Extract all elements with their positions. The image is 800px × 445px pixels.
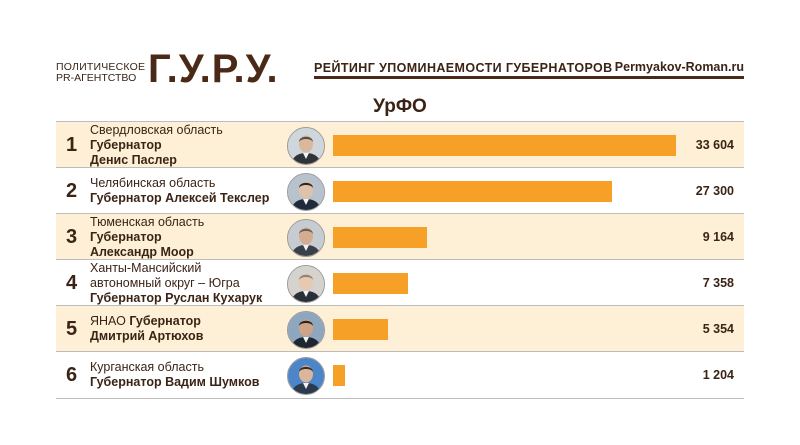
info-text: Губернатор [90, 137, 162, 152]
table-row: 4 Ханты-Мансийский автономный округ – Югра… [56, 259, 744, 306]
logo: Г.У.Р.У. [148, 47, 279, 91]
governor-info-line: Челябинская область [90, 176, 280, 191]
governor-info-line: Денис Паслер [90, 153, 280, 168]
mention-bar [333, 319, 388, 340]
governor-info-line: Губернатор Руслан Кухарук [90, 291, 280, 306]
info-text-bold: Губернатор [125, 314, 201, 328]
info-text: Свердловская область [90, 122, 223, 137]
table-row: 6 Курганская область Губернатор Вадим Шумк… [56, 351, 744, 399]
mention-count: 9 164 [702, 230, 734, 244]
table-row: 3 Тюменская область Губернатор Александр Мо… [56, 213, 744, 260]
governor-info: Челябинская область Губернатор Алексей Те… [90, 168, 280, 214]
info-text: Александр Моор [90, 244, 194, 259]
governor-info: Свердловская область Губернатор Денис Пасл… [90, 122, 280, 168]
avatar [287, 265, 325, 303]
governor-info-line: Губернатор [90, 230, 280, 245]
agency-line2: PR-АГЕНТСТВО [56, 72, 137, 84]
mention-bar [333, 365, 345, 386]
governor-info-line: Губернатор Алексей Текслер [90, 191, 280, 206]
rank-label: 6 [66, 364, 78, 386]
header-divider [314, 76, 744, 79]
governor-info: ЯНАО Губернатор Дмитрий Артюхов [90, 306, 280, 352]
mention-count: 7 358 [702, 276, 734, 290]
governor-info-line: Губернатор [90, 138, 280, 153]
info-text: Губернатор [90, 229, 162, 244]
governor-info: Ханты-Мансийский автономный округ – Югра Г… [90, 260, 280, 306]
governor-info: Тюменская область Губернатор Александр Моо… [90, 214, 280, 260]
rank-label: 1 [66, 134, 78, 156]
rank-label: 3 [66, 226, 78, 248]
governor-info-line: Курганская область [90, 360, 280, 375]
info-text: Губернатор Алексей Текслер [90, 191, 270, 205]
avatar [287, 173, 325, 211]
governor-info-line: Тюменская область [90, 215, 280, 230]
info-text: Ханты-Мансийский [90, 260, 202, 275]
avatar [287, 127, 325, 165]
governor-info-line: Ханты-Мансийский [90, 261, 280, 276]
governor-info: Курганская область Губернатор Вадим Шумко… [90, 352, 280, 398]
rank-label: 2 [66, 180, 78, 202]
agency-line1: ПОЛИТИЧЕСКОЕ [56, 61, 146, 73]
page-title: РЕЙТИНГ УПОМИНАЕМОСТИ ГУБЕРНАТОРОВ [314, 61, 613, 75]
header: ПОЛИТИЧЕСКОЕ PR-АГЕНТСТВО Г.У.Р.У. РЕЙТИ… [56, 48, 744, 92]
info-text: ЯНАО [90, 314, 126, 328]
info-text: Денис Паслер [90, 152, 177, 167]
avatar [287, 219, 325, 257]
governor-info-line: Губернатор Вадим Шумков [90, 375, 280, 390]
mention-bar [333, 181, 612, 202]
info-text: Губернатор Вадим Шумков [90, 375, 260, 389]
governor-info-line: Александр Моор [90, 245, 280, 260]
governor-info-line: автономный округ – Югра [90, 276, 280, 291]
info-text: Дмитрий Артюхов [90, 329, 204, 343]
mention-count: 27 300 [695, 184, 734, 198]
chart-title: УрФО [373, 96, 427, 117]
info-text: автономный округ – Югра [90, 275, 240, 290]
governor-info-line: Дмитрий Артюхов [90, 329, 280, 344]
mention-bar [333, 135, 676, 156]
info-text: Тюменская область [90, 214, 205, 229]
site-link[interactable]: Permyakov-Roman.ru [614, 60, 744, 74]
table-row: 5 ЯНАО Губернатор Дмитрий Артюхов 5 354 [56, 305, 744, 352]
governor-info-line: Свердловская область [90, 123, 280, 138]
rank-label: 4 [66, 272, 78, 294]
info-text: Губернатор Руслан Кухарук [90, 290, 263, 305]
info-text: Курганская область [90, 360, 204, 374]
mention-count: 5 354 [702, 322, 734, 336]
mention-bar [333, 273, 408, 294]
avatar [287, 357, 325, 395]
avatar [287, 311, 325, 349]
mention-bar [333, 227, 427, 248]
governor-info-line: ЯНАО Губернатор [90, 314, 280, 329]
table-row: 2 Челябинская область Губернатор Алексей Т… [56, 167, 744, 214]
info-text: Челябинская область [90, 176, 216, 190]
agency-label: ПОЛИТИЧЕСКОЕ PR-АГЕНТСТВО [56, 62, 145, 84]
table-row: 1 Свердловская область Губернатор Денис Пас… [56, 121, 744, 168]
mention-count: 1 204 [702, 368, 734, 382]
mention-count: 33 604 [695, 138, 734, 152]
rank-label: 5 [66, 318, 78, 340]
